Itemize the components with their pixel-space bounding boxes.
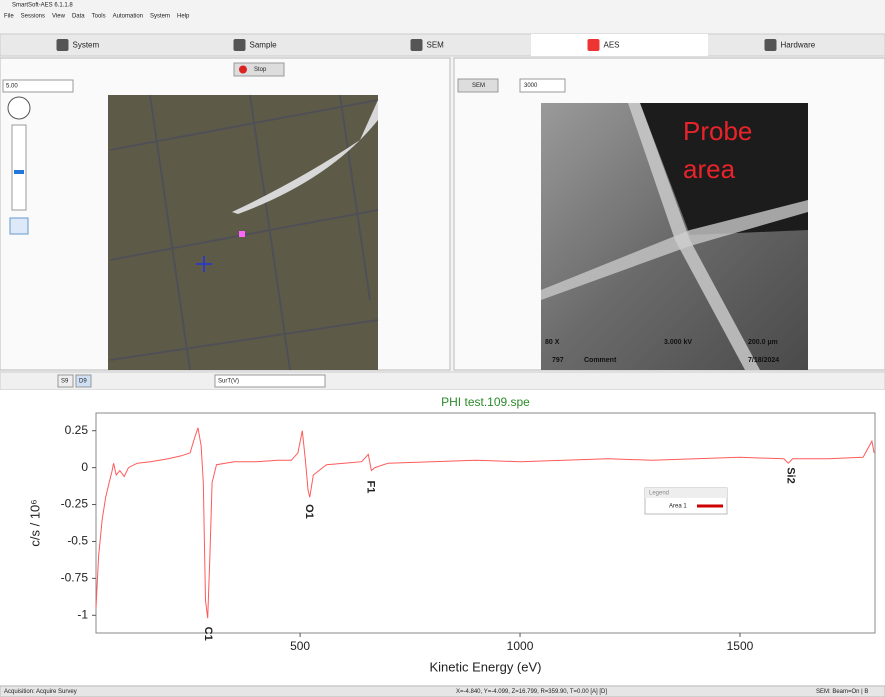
kv-select[interactable] bbox=[519, 78, 566, 93]
peak-label: Si2 bbox=[785, 467, 797, 484]
legend-label: Area 1 bbox=[669, 504, 687, 510]
x-tick-label: 1000 bbox=[507, 639, 534, 653]
menu-item[interactable]: Data bbox=[72, 14, 85, 20]
zoom-button[interactable] bbox=[9, 217, 29, 235]
chart-title: PHI test.109.spe bbox=[441, 395, 530, 409]
status-sem: SEM: Beam=On | B bbox=[816, 689, 868, 695]
y-tick-label: -1 bbox=[77, 607, 88, 621]
y-tick-label: 0 bbox=[81, 460, 88, 474]
status-position: X=-4.840, Y=-4.099, Z=16.799, R=359.90, … bbox=[456, 689, 607, 695]
status-bar bbox=[0, 685, 885, 697]
stop-label[interactable]: Stop bbox=[254, 67, 267, 73]
menu-item[interactable]: Tools bbox=[92, 14, 106, 20]
y-axis-label: c/s / 10⁶ bbox=[27, 499, 42, 546]
zoom-value[interactable]: 5.00 bbox=[6, 84, 18, 90]
tab-icon bbox=[410, 39, 423, 51]
sem-info: 200.0 µm bbox=[748, 339, 778, 346]
sem-mode-button[interactable] bbox=[457, 78, 499, 93]
toolbar-button-label[interactable]: D9 bbox=[79, 379, 87, 385]
legend-header bbox=[645, 488, 727, 498]
plot-area bbox=[95, 412, 876, 634]
menu-item[interactable]: View bbox=[52, 14, 66, 20]
x-tick-label: 1500 bbox=[727, 639, 754, 653]
tab-icon bbox=[233, 39, 246, 51]
tab-label[interactable]: System bbox=[73, 41, 100, 50]
menu-item[interactable]: System bbox=[150, 14, 170, 20]
spectrum-select-value[interactable]: SurT(V) bbox=[218, 379, 239, 385]
menu-item[interactable]: Sessions bbox=[21, 14, 45, 20]
sem-info: 80 X bbox=[545, 339, 560, 346]
active-tab[interactable] bbox=[531, 34, 708, 56]
y-tick-label: -0.5 bbox=[67, 534, 88, 548]
tab-label[interactable]: AES bbox=[604, 41, 620, 50]
window-title: SmartSoft-AES 6.1.1.8 bbox=[12, 3, 73, 9]
sem-info: 797 bbox=[552, 357, 564, 364]
legend-title: Legend bbox=[649, 491, 669, 497]
spectrum-line bbox=[95, 427, 875, 619]
crosshair bbox=[196, 256, 212, 272]
tab-icon bbox=[587, 39, 600, 51]
status-acquisition: Acquisition: Acquire Survey bbox=[4, 689, 77, 695]
peak-label: C1 bbox=[202, 627, 214, 641]
probe-area-annotation: Probe bbox=[683, 116, 752, 146]
peak-label: O1 bbox=[303, 504, 315, 519]
toolbar-button[interactable] bbox=[57, 374, 74, 388]
x-tick-label: 500 bbox=[290, 639, 310, 653]
y-tick-label: 0.25 bbox=[65, 423, 89, 437]
zoom-thumb[interactable] bbox=[14, 170, 24, 174]
tab-icon bbox=[764, 39, 777, 51]
spectrum-toolbar bbox=[0, 371, 885, 391]
y-tick-label: -0.75 bbox=[61, 571, 89, 585]
stop-icon bbox=[239, 65, 247, 74]
spectrum-select[interactable] bbox=[214, 374, 326, 388]
zoom-select[interactable] bbox=[2, 79, 74, 93]
sem-info: Comment bbox=[584, 357, 617, 364]
sem-info: 7/18/2024 bbox=[748, 357, 779, 364]
y-tick-label: -0.25 bbox=[61, 497, 89, 511]
stop-button[interactable] bbox=[233, 62, 285, 77]
sem-beam-vertical bbox=[628, 103, 760, 370]
menu-item[interactable]: Automation bbox=[113, 14, 143, 20]
toolbar-button[interactable] bbox=[75, 374, 92, 388]
toolbar-button-label[interactable]: S9 bbox=[61, 379, 69, 385]
tab-label[interactable]: Sample bbox=[250, 41, 278, 50]
tab-icon bbox=[56, 39, 69, 51]
probe-area-annotation: area bbox=[683, 154, 736, 184]
pan-control[interactable] bbox=[7, 96, 31, 120]
tab-label[interactable]: SEM bbox=[427, 41, 445, 50]
sem-mode-label[interactable]: SEM bbox=[472, 83, 485, 89]
sem-beam-horizontal bbox=[541, 200, 808, 300]
sem-info: 3.000 kV bbox=[664, 339, 692, 346]
peak-label: F1 bbox=[365, 480, 377, 493]
tab-label[interactable]: Hardware bbox=[781, 41, 816, 50]
menu-item[interactable]: File bbox=[4, 14, 14, 20]
zoom-slider[interactable] bbox=[11, 124, 27, 211]
x-axis-label: Kinetic Energy (eV) bbox=[430, 659, 542, 674]
probe-marker bbox=[239, 231, 245, 237]
kv-value[interactable]: 3000 bbox=[524, 83, 538, 89]
menu-item[interactable]: Help bbox=[177, 14, 190, 20]
sem-dark-region bbox=[640, 103, 808, 235]
